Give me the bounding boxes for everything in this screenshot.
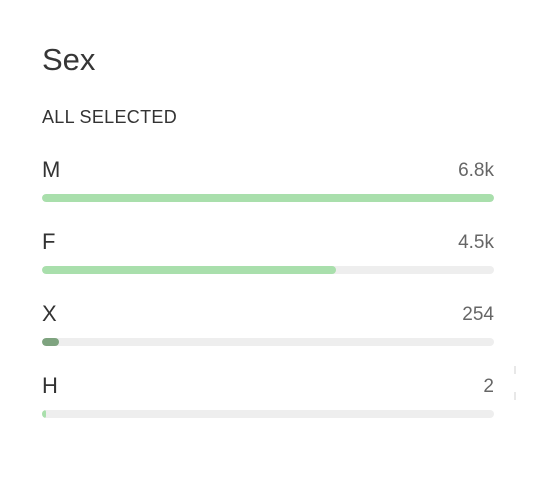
facet-option-count: 4.5k xyxy=(458,232,494,253)
facet-bar-track xyxy=(42,194,494,202)
facet-option-count: 2 xyxy=(483,376,494,397)
facet-bar-track xyxy=(42,410,494,418)
facet-title: Sex xyxy=(42,42,96,77)
facet-bar-fill xyxy=(42,266,336,274)
facet-option-label: H xyxy=(42,373,58,398)
facet-option-f[interactable]: F 4.5k xyxy=(42,229,494,289)
scrollbar-edge-mark xyxy=(514,392,516,400)
scrollbar-edge-mark xyxy=(514,366,516,374)
facet-option-count: 254 xyxy=(462,304,494,325)
facet-option-label: X xyxy=(42,301,57,326)
facet-option-m[interactable]: M 6.8k xyxy=(42,157,494,217)
facet-option-count: 6.8k xyxy=(458,160,494,181)
facet-bar-fill xyxy=(42,338,59,346)
facet-option-h[interactable]: H 2 xyxy=(42,373,494,433)
facet-bar-fill xyxy=(42,194,494,202)
facet-bar-track xyxy=(42,338,494,346)
facet-option-x[interactable]: X 254 xyxy=(42,301,494,361)
selection-status[interactable]: ALL SELECTED xyxy=(42,107,177,127)
facet-bar-fill xyxy=(42,410,46,418)
facet-option-label: M xyxy=(42,157,61,182)
facet-option-label: F xyxy=(42,229,56,254)
facet-bar-track xyxy=(42,266,494,274)
